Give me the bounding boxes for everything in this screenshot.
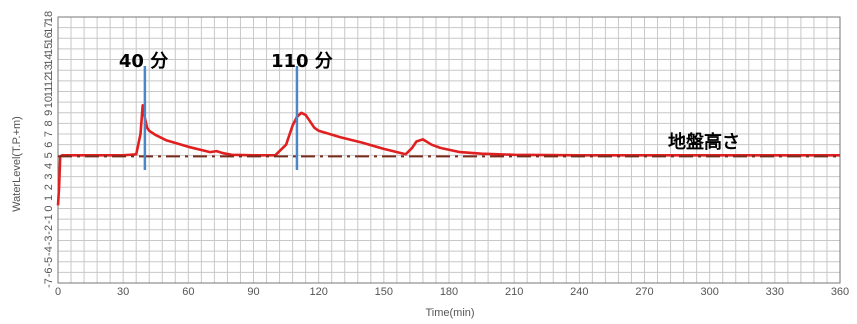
x-tick-label: 120 — [309, 286, 327, 298]
y-tick-label: -3 — [43, 236, 55, 246]
x-tick-label: 30 — [117, 286, 129, 298]
x-axis-title: Time(min) — [425, 307, 474, 319]
x-tick-label: 270 — [635, 286, 653, 298]
y-tick-label: -4 — [43, 246, 55, 256]
y-tick-label: 13 — [43, 64, 55, 76]
time-marker-label: 40 分 — [119, 51, 168, 72]
y-tick-label: 8 — [43, 120, 55, 126]
y-tick-label: -1 — [43, 214, 55, 224]
x-tick-label: 330 — [766, 286, 784, 298]
y-tick-label: 1 — [43, 195, 55, 201]
plot-border — [57, 16, 841, 284]
y-tick-label: -7 — [43, 278, 55, 288]
time-marker-label: 110 分 — [271, 51, 333, 72]
chart-axes: 0 30 60 90 120 150 180 210 240 270 300 330 360181716… — [43, 11, 849, 298]
x-tick-label: 0 — [55, 286, 61, 298]
y-tick-label: 11 — [43, 86, 55, 97]
y-tick-label: 3 — [43, 174, 55, 180]
chart-grid — [57, 16, 841, 284]
x-tick-label: 300 — [700, 286, 718, 298]
x-tick-label: 240 — [570, 286, 588, 298]
y-tick-label: 5 — [43, 152, 55, 158]
ground-level-annotation: 地盤高さ — [668, 131, 740, 153]
y-tick-label: -2 — [43, 225, 55, 235]
y-tick-label: -6 — [43, 267, 55, 277]
chart-markers: 40 分 110 分 — [119, 51, 333, 170]
y-tick-label: 7 — [43, 131, 55, 137]
x-tick-label: 360 — [831, 286, 849, 298]
y-tick-label: 14 — [43, 53, 55, 65]
y-tick-label: 0 — [43, 205, 55, 211]
y-tick-label: -5 — [43, 257, 55, 267]
y-tick-label: 4 — [43, 163, 55, 169]
y-tick-label: 15 — [43, 43, 55, 55]
y-tick-label: 10 — [43, 96, 55, 108]
y-tick-label: 2 — [43, 184, 55, 190]
x-tick-label: 210 — [505, 286, 523, 298]
x-tick-label: 180 — [440, 286, 458, 298]
y-axis-title: WaterLevel(T.P.+m) — [11, 116, 23, 212]
y-tick-label: 18 — [43, 11, 55, 23]
y-tick-label: 6 — [43, 142, 55, 148]
y-tick-label: 12 — [43, 75, 55, 87]
x-tick-label: 150 — [375, 286, 393, 298]
x-tick-label: 90 — [247, 286, 259, 298]
y-tick-label: 9 — [43, 110, 55, 116]
x-tick-label: 60 — [182, 286, 194, 298]
y-tick-label: 16 — [43, 32, 55, 44]
y-tick-label: 17 — [43, 22, 55, 34]
